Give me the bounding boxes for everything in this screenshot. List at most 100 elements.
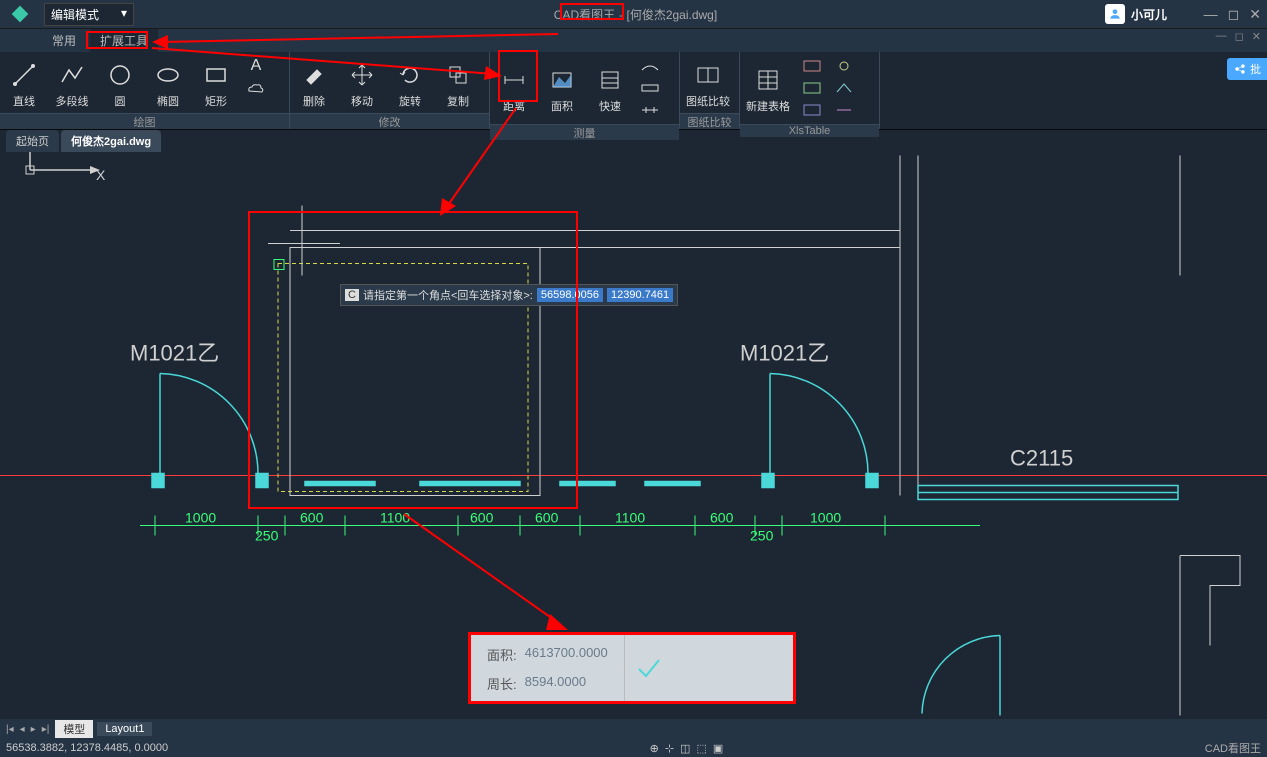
- xls-extra-2[interactable]: [800, 78, 824, 98]
- measure-extra-3[interactable]: [638, 100, 662, 120]
- tool-rect[interactable]: 矩形: [192, 52, 240, 113]
- move-icon: [348, 61, 376, 89]
- tab-layout1[interactable]: Layout1: [97, 722, 152, 736]
- tool-text[interactable]: A: [244, 56, 268, 76]
- copy-icon: [444, 61, 472, 89]
- coord-x: 56598.0056: [537, 288, 603, 302]
- eraser-icon: [300, 61, 328, 89]
- titlebar: 编辑模式 ▾ CAD看图王 - [何俊杰2gai.dwg] 小可儿 — ◻ ✕: [0, 0, 1267, 28]
- maximize-button[interactable]: ◻: [1228, 6, 1240, 23]
- tool-circle[interactable]: 圆: [96, 52, 144, 113]
- tool-rotate[interactable]: 旋转: [386, 52, 434, 113]
- line-icon: [10, 61, 38, 89]
- tab-nav: |◂ ◂ ▸ ▸|: [4, 724, 51, 735]
- tab-first[interactable]: |◂: [4, 724, 16, 735]
- area-label: 面积:: [487, 645, 517, 664]
- status-brand: CAD看图王: [1205, 740, 1261, 756]
- compare-icon: [694, 61, 722, 89]
- tab-start[interactable]: 起始页: [6, 130, 59, 152]
- menu-extend[interactable]: 扩展工具: [90, 29, 158, 52]
- status-tools: ⊕ ⊹ ◫ ⬚ ▣: [650, 742, 724, 755]
- ellipse-icon: [154, 61, 182, 89]
- sub-close[interactable]: ✕: [1252, 30, 1261, 43]
- prompt-text: 请指定第一个角点<回车选择对象>:: [363, 287, 533, 303]
- tool-quick[interactable]: 快速: [586, 52, 634, 124]
- result-popup: 面积: 4613700.0000 周长: 8594.0000: [468, 632, 796, 704]
- tool-polyline[interactable]: 多段线: [48, 52, 96, 113]
- prompt-icon: C: [345, 289, 359, 301]
- tab-next[interactable]: ▸: [29, 724, 38, 735]
- sub-maximize[interactable]: ◻: [1235, 30, 1244, 43]
- username: 小可儿: [1131, 6, 1167, 23]
- mode-selector[interactable]: 编辑模式 ▾: [44, 3, 134, 26]
- close-button[interactable]: ✕: [1249, 6, 1261, 23]
- avatar: [1105, 4, 1125, 24]
- app-logo: [0, 0, 40, 28]
- tool-newtable[interactable]: 新建表格: [740, 52, 796, 124]
- quick-icon: [596, 66, 624, 94]
- result-confirm[interactable]: [624, 635, 674, 701]
- app-name: CAD看图王: [550, 6, 619, 23]
- mode-label: 编辑模式: [51, 6, 99, 23]
- xls-extra-3[interactable]: [800, 100, 824, 120]
- minimize-button[interactable]: —: [1204, 6, 1218, 23]
- xls-extra-4[interactable]: [832, 56, 856, 76]
- tool-copy[interactable]: 复制: [434, 52, 482, 113]
- window-controls: — ◻ ✕: [1204, 6, 1261, 23]
- tool-distance[interactable]: 距离: [490, 52, 538, 124]
- group-draw-label: 绘图: [0, 113, 289, 129]
- user-area[interactable]: 小可儿: [1105, 4, 1167, 24]
- tool-compare[interactable]: 图纸比较: [680, 52, 736, 113]
- measure-extra-2[interactable]: [638, 78, 662, 98]
- area-icon: [548, 66, 576, 94]
- tool-ellipse[interactable]: 椭圆: [144, 52, 192, 113]
- tool-move[interactable]: 移动: [338, 52, 386, 113]
- rotate-icon: [396, 61, 424, 89]
- group-xlstable-label: XlsTable: [740, 124, 879, 137]
- tool-line[interactable]: 直线: [0, 52, 48, 113]
- group-compare-label: 图纸比较: [680, 113, 739, 129]
- snap-toggle-2[interactable]: ⊹: [665, 742, 674, 755]
- statusbar: 56538.3882, 12378.4485, 0.0000 ⊕ ⊹ ◫ ⬚ ▣…: [0, 739, 1267, 757]
- tool-text-group: A: [240, 52, 272, 113]
- menu-common[interactable]: 常用: [42, 29, 86, 52]
- layout-tabs: |◂ ◂ ▸ ▸| 模型 Layout1: [0, 719, 1267, 739]
- tab-prev[interactable]: ◂: [18, 724, 27, 735]
- snap-toggle-3[interactable]: ◫: [680, 742, 690, 755]
- tool-delete[interactable]: 删除: [290, 52, 338, 113]
- tool-area[interactable]: 面积: [538, 52, 586, 124]
- xls-extra-6[interactable]: [832, 100, 856, 120]
- xls-extra-1[interactable]: [800, 56, 824, 76]
- xlstable-extras-2: [828, 52, 860, 124]
- ucs-icon: Y X: [18, 152, 1267, 659]
- subwindow-controls: — ◻ ✕: [1216, 30, 1261, 43]
- area-value: 4613700.0000: [525, 645, 608, 664]
- perimeter-value: 8594.0000: [525, 674, 586, 693]
- tab-file[interactable]: 何俊杰2gai.dwg: [61, 130, 161, 152]
- file-name: - [何俊杰2gai.dwg]: [619, 6, 717, 23]
- cloud-label: 批: [1250, 61, 1261, 77]
- window-title: CAD看图王 - [何俊杰2gai.dwg]: [550, 6, 717, 23]
- tab-model[interactable]: 模型: [55, 720, 93, 738]
- chevron-down-icon: ▾: [121, 6, 127, 23]
- sub-minimize[interactable]: —: [1216, 30, 1227, 43]
- svg-text:X: X: [96, 167, 106, 183]
- snap-toggle-1[interactable]: ⊕: [650, 742, 659, 755]
- tab-last[interactable]: ▸|: [40, 724, 52, 735]
- perimeter-label: 周长:: [487, 674, 517, 693]
- cloud-button[interactable]: 批: [1227, 58, 1267, 80]
- group-measure-label: 测量: [490, 124, 679, 140]
- snap-toggle-4[interactable]: ⬚: [696, 742, 706, 755]
- measure-extra-1[interactable]: [638, 56, 662, 76]
- circle-icon: [106, 61, 134, 89]
- polyline-icon: [58, 61, 86, 89]
- xls-extra-5[interactable]: [832, 78, 856, 98]
- group-modify-label: 修改: [290, 113, 489, 129]
- tool-cloud[interactable]: [244, 78, 268, 98]
- xlstable-extras: [796, 52, 828, 124]
- coord-y: 12390.7461: [607, 288, 673, 302]
- rect-icon: [202, 61, 230, 89]
- snap-toggle-5[interactable]: ▣: [713, 742, 723, 755]
- table-icon: [754, 66, 782, 94]
- measure-extras: [634, 52, 666, 124]
